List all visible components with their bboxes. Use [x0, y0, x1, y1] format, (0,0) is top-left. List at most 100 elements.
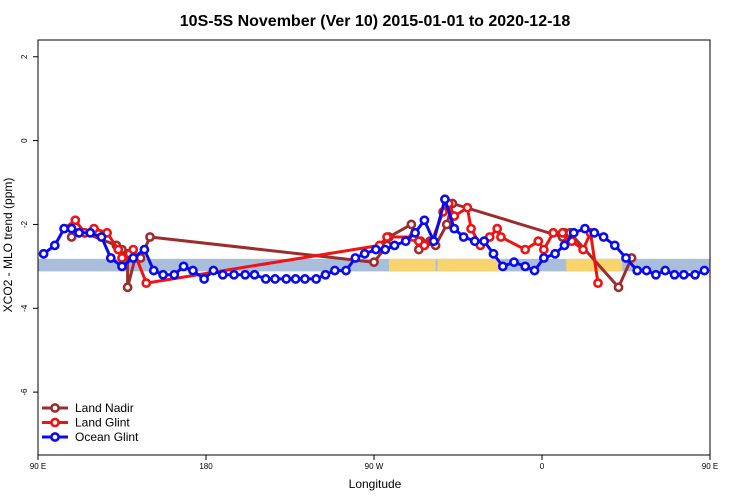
data-point	[678, 269, 689, 280]
data-point	[669, 269, 680, 280]
data-point	[240, 269, 251, 280]
data-point	[479, 236, 490, 247]
x-tick-label: 90 E	[30, 462, 46, 471]
data-point	[641, 265, 652, 276]
data-point	[520, 261, 531, 272]
data-point	[158, 269, 168, 280]
legend-label: Ocean Glint	[75, 430, 139, 444]
data-point	[559, 240, 570, 251]
data-point	[66, 232, 77, 242]
data-point	[469, 236, 480, 247]
x-tick-label: 0	[540, 462, 545, 471]
data-point	[85, 227, 96, 238]
data-point	[141, 278, 152, 289]
land-band-segment	[388, 258, 436, 272]
data-point	[441, 219, 452, 230]
data-point	[350, 253, 361, 263]
data-point	[593, 278, 603, 289]
x-axis-label: Longitude	[349, 477, 402, 491]
axes: 90 E 180 90 W 0 90 E 2 0 -2 -4 -6	[20, 54, 718, 471]
data-point	[208, 265, 219, 276]
data-point	[492, 223, 503, 234]
data-point	[440, 194, 450, 205]
data-point	[699, 265, 710, 276]
data-point	[70, 215, 81, 226]
data-point	[113, 244, 124, 255]
data-point	[117, 253, 127, 263]
y-axis-label: XCO2 - MLO trend (ppm)	[1, 178, 15, 313]
legend-item: Ocean Glint	[42, 430, 139, 444]
legend-marker	[50, 403, 60, 413]
data-point	[690, 269, 700, 280]
data-point	[449, 223, 460, 234]
data-point	[369, 257, 379, 268]
data-point	[660, 265, 671, 276]
data-point	[428, 236, 439, 247]
data-point	[290, 274, 301, 284]
data-point	[128, 253, 139, 263]
data-point	[169, 269, 180, 280]
data-point	[217, 269, 228, 280]
data-point	[410, 227, 420, 238]
data-point	[568, 227, 579, 238]
data-point	[529, 265, 540, 276]
legend-item: Land Glint	[42, 416, 130, 430]
series-ocean-glint	[38, 194, 710, 284]
x-tick-label: 90 E	[702, 462, 718, 471]
data-point	[66, 223, 77, 234]
data-point	[389, 240, 400, 251]
y-tick-label: -2	[20, 220, 29, 228]
data-point	[329, 265, 340, 276]
data-point	[533, 236, 544, 247]
data-point	[650, 269, 661, 280]
data-point	[400, 236, 411, 247]
data-point	[49, 240, 60, 251]
data-point	[117, 261, 127, 272]
data-point	[370, 244, 381, 255]
land-band-segment	[437, 258, 501, 272]
data-point	[38, 248, 49, 259]
data-point	[458, 232, 469, 242]
data-point	[105, 253, 116, 263]
data-point	[59, 223, 70, 234]
legend-label: Land Nadir	[75, 401, 134, 415]
data-point	[300, 274, 310, 284]
data-point	[178, 261, 189, 272]
data-point	[488, 248, 499, 259]
data-point	[382, 232, 392, 242]
data-point	[122, 282, 133, 293]
data-point	[188, 265, 198, 276]
data-point	[260, 274, 271, 284]
data-point	[497, 261, 508, 272]
legend-marker	[50, 417, 60, 428]
data-point	[589, 227, 600, 238]
data-point	[148, 265, 159, 276]
x-tick-label: 90 W	[365, 462, 384, 471]
series-layer	[38, 194, 710, 293]
data-point	[74, 227, 84, 238]
y-tick-label: -6	[20, 388, 29, 396]
legend-label: Land Glint	[75, 416, 130, 430]
series-land-nadir	[66, 198, 637, 293]
data-point	[270, 274, 280, 284]
data-point	[538, 253, 549, 263]
data-point	[249, 269, 260, 280]
data-point	[598, 232, 609, 242]
legend-item: Land Nadir	[42, 401, 134, 415]
chart-title: 10S-5S November (Ver 10) 2015-01-01 to 2…	[180, 13, 571, 30]
data-point	[632, 265, 643, 276]
x-tick-label: 180	[199, 462, 213, 471]
legend-marker	[50, 432, 60, 442]
data-point	[341, 265, 351, 276]
data-point	[621, 253, 631, 263]
y-tick-label: 0	[20, 138, 29, 143]
data-point	[538, 244, 549, 255]
data-point	[613, 282, 624, 293]
data-point	[139, 244, 150, 255]
data-point	[548, 227, 559, 238]
data-point	[419, 240, 430, 251]
data-point	[557, 227, 568, 238]
y-tick-label: -4	[20, 304, 29, 312]
y-tick-label: 2	[20, 54, 29, 59]
